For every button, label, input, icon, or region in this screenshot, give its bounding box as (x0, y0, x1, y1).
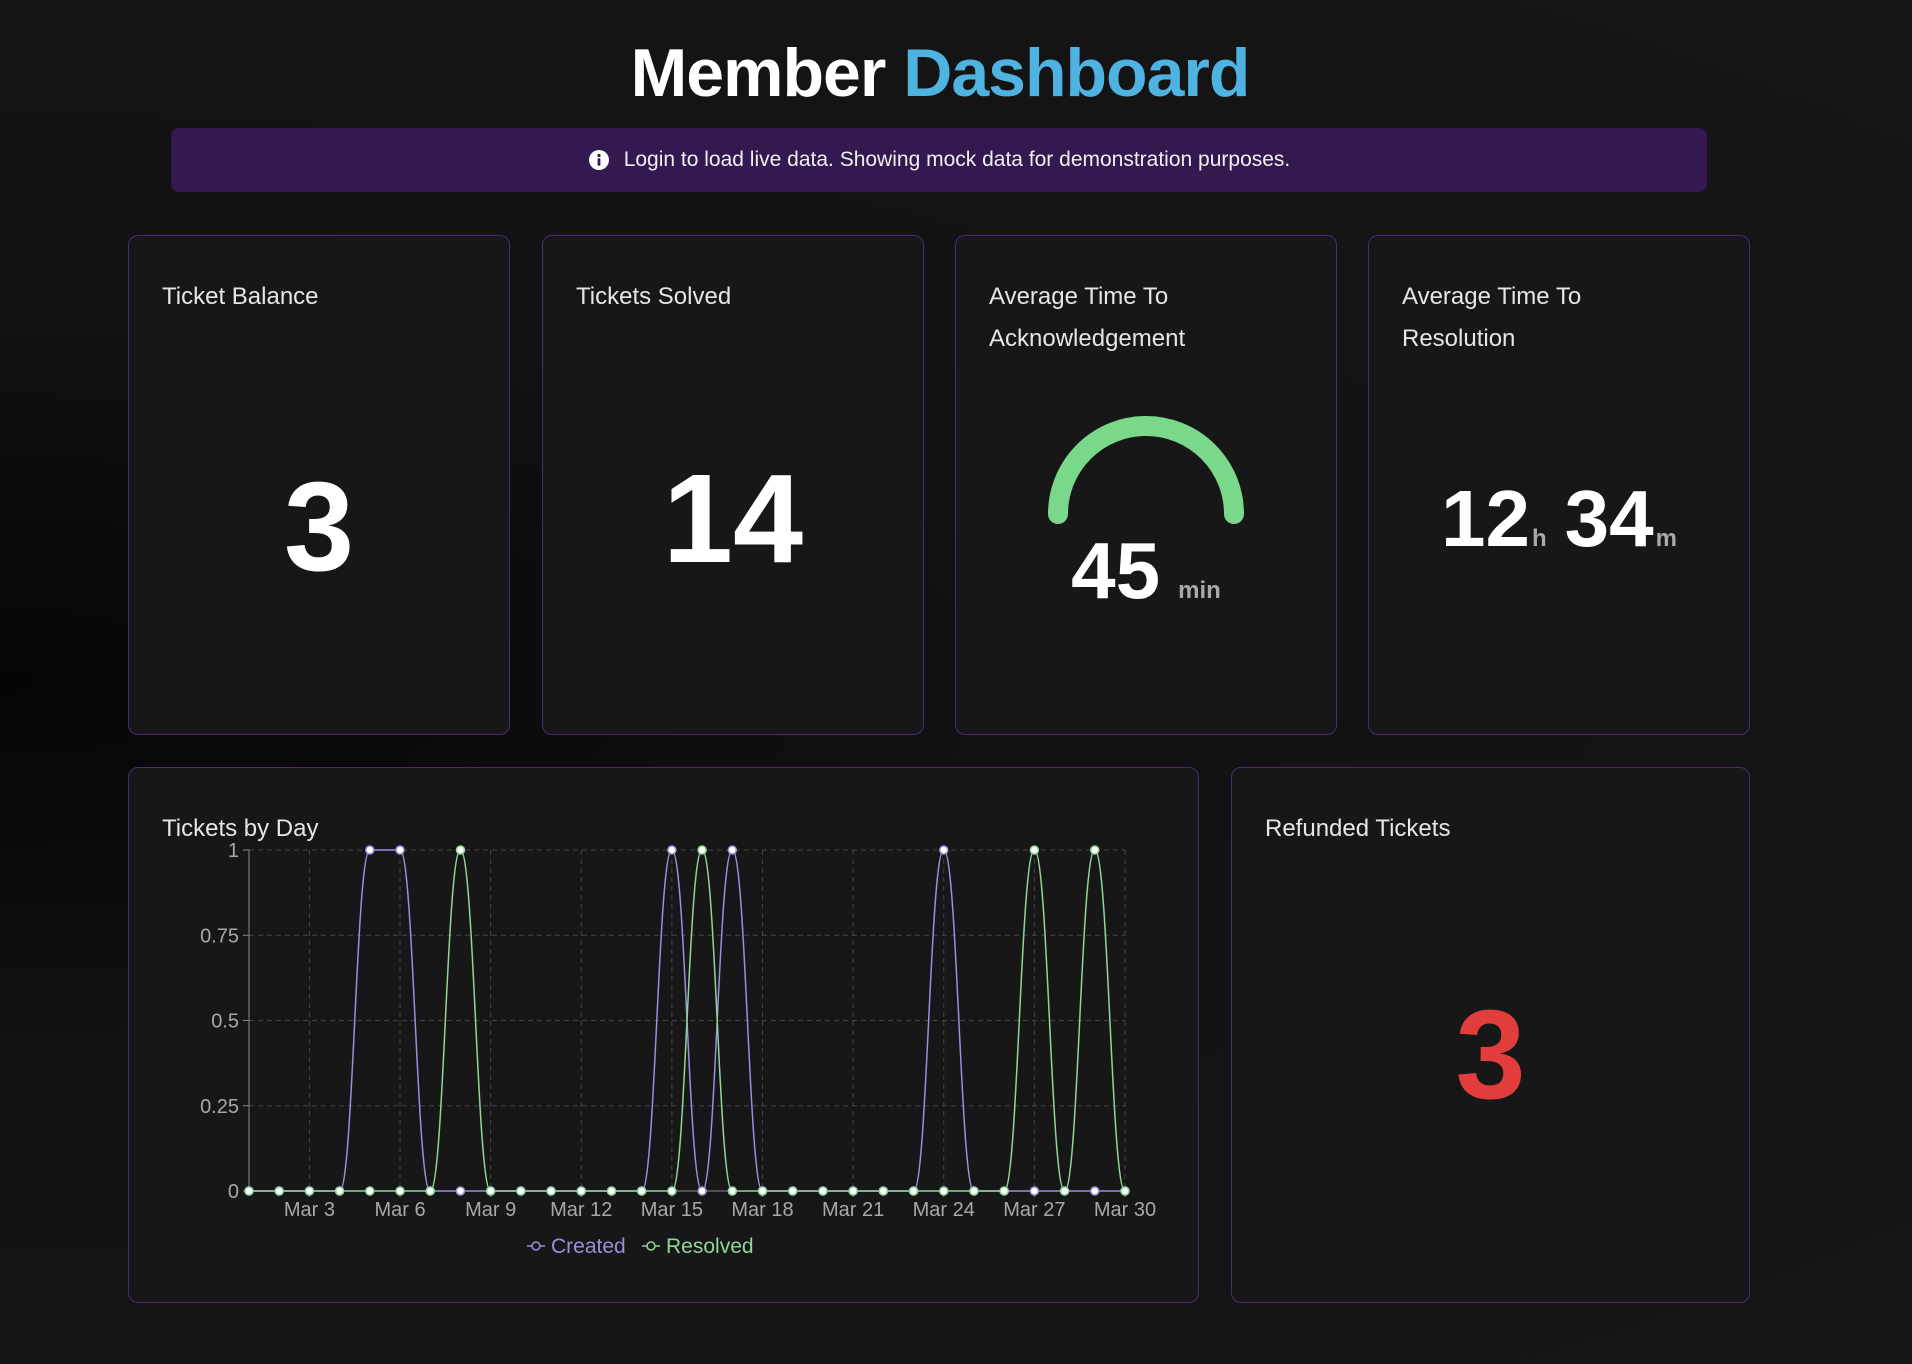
refunded-tickets-card: Refunded Tickets 3 (1231, 767, 1750, 1303)
resolution-minutes: 34 (1564, 474, 1654, 563)
data-point-created (939, 845, 949, 855)
card-title: Tickets Solved (576, 283, 732, 310)
data-point-resolved (727, 1186, 738, 1196)
x-tick-label: Mar 12 (550, 1199, 612, 1221)
avg-ack-card: Average Time To Acknowledgement 45 min (955, 235, 1337, 735)
y-tick-label: 1 (228, 840, 239, 862)
y-tick-label: 0 (228, 1181, 239, 1203)
series-line-created (249, 849, 1125, 1192)
x-tick-label: Mar 24 (913, 1199, 975, 1221)
resolution-value-row: 12h 34m (1369, 474, 1749, 584)
data-point-resolved (334, 1186, 345, 1196)
data-point-resolved (999, 1186, 1009, 1196)
data-point-created (697, 1186, 707, 1196)
legend-label: Resolved (666, 1235, 754, 1258)
legend-swatch-marker (531, 1241, 541, 1251)
x-tick-label: Mar 15 (641, 1199, 703, 1221)
data-point-resolved (939, 1186, 949, 1196)
data-point-resolved (516, 1186, 526, 1196)
data-point-resolved (757, 1186, 768, 1196)
card-title: Refunded Tickets (1265, 815, 1451, 842)
x-tick-label: Mar 18 (731, 1199, 793, 1221)
card-title-line2: Resolution (1402, 325, 1516, 352)
ack-value: 45 (1071, 526, 1161, 615)
resolution-hours-unit: h (1531, 525, 1547, 552)
card-title-line1: Average Time To (989, 283, 1169, 310)
data-point-created (1090, 1186, 1100, 1196)
x-tick-label: Mar 9 (465, 1199, 516, 1221)
data-point-created (667, 845, 677, 855)
tickets-by-day-card: Tickets by Day 0 0.25 0.5 0.75 1 Mar 3 Mar 6 Ma… (128, 767, 1199, 1303)
demo-data-banner: Login to load live data. Showing mock da… (171, 128, 1707, 192)
x-tick-label: Mar 3 (284, 1199, 335, 1221)
y-tick-label: 0.5 (211, 1011, 239, 1033)
title-main: Member (630, 35, 887, 111)
data-point-resolved (455, 845, 466, 855)
tickets-solved-value: 14 (662, 448, 804, 589)
data-point-created (395, 845, 405, 855)
data-point-resolved (969, 1186, 979, 1196)
resolution-minutes-unit: m (1655, 525, 1677, 552)
x-tick-label: Mar 30 (1094, 1199, 1156, 1221)
data-point-resolved (606, 1186, 617, 1196)
gauge-arc (1048, 416, 1244, 524)
data-point-resolved (908, 1186, 919, 1196)
page-title: Member Dashboard (0, 34, 1880, 112)
ack-unit: min (1178, 577, 1221, 604)
ticket-balance-card: Ticket Balance 3 (128, 235, 510, 735)
data-point-resolved (1029, 845, 1040, 855)
legend-swatch-marker (646, 1241, 656, 1251)
x-tick-label: Mar 21 (822, 1199, 884, 1221)
x-tick-label: Mar 6 (374, 1199, 425, 1221)
data-point-resolved (576, 1186, 587, 1196)
data-point-resolved (395, 1186, 405, 1196)
tickets-solved-card: Tickets Solved 14 (542, 235, 924, 735)
legend-label: Created (551, 1235, 626, 1258)
title-accent: Dashboard (903, 35, 1250, 111)
data-point-created (365, 845, 375, 855)
card-title: Ticket Balance (162, 283, 319, 310)
data-point-resolved (848, 1186, 858, 1196)
data-point-created (1029, 1186, 1040, 1196)
y-tick-label: 0.25 (200, 1096, 239, 1118)
data-point-resolved (1059, 1186, 1070, 1196)
data-point-resolved (304, 1186, 315, 1196)
refunded-value: 3 (1455, 984, 1526, 1125)
data-point-resolved (244, 1186, 254, 1196)
ack-gauge (1048, 416, 1244, 524)
card-title: Average Time To Acknowledgement (989, 276, 1185, 360)
avg-resolution-card: Average Time To Resolution 12h 34m (1368, 235, 1750, 735)
card-title-line2: Acknowledgement (989, 325, 1186, 352)
info-icon (588, 149, 610, 171)
data-point-created (455, 1186, 466, 1196)
data-point-resolved (878, 1186, 889, 1196)
data-point-resolved (787, 1186, 798, 1196)
data-point-resolved (1120, 1186, 1130, 1196)
series-line-resolved (249, 849, 1126, 1192)
data-point-resolved (425, 1186, 435, 1196)
ack-value-row: 45 min (956, 526, 1336, 636)
banner-text: Login to load live data. Showing mock da… (623, 148, 1291, 171)
data-point-resolved (546, 1186, 556, 1196)
data-point-resolved (818, 1186, 828, 1196)
data-point-resolved (1090, 845, 1100, 855)
data-point-resolved (636, 1186, 647, 1196)
data-point-resolved (485, 1186, 496, 1196)
y-tick-label: 0.75 (200, 925, 239, 947)
data-point-created (727, 845, 738, 855)
tickets-by-day-chart: 0 0.25 0.5 0.75 1 Mar 3 Mar 6 Mar 9 Mar 12 Mar 15… (200, 840, 1156, 1258)
data-point-resolved (667, 1186, 677, 1196)
ticket-balance-value: 3 (283, 456, 355, 597)
x-tick-label: Mar 27 (1003, 1199, 1065, 1221)
card-title: Average Time To Resolution (1402, 276, 1581, 360)
card-title-line1: Average Time To (1402, 283, 1582, 310)
data-point-resolved (365, 1186, 375, 1196)
card-title: Tickets by Day (162, 815, 319, 842)
data-point-resolved (274, 1186, 284, 1196)
data-point-resolved (697, 845, 707, 855)
resolution-hours: 12 (1441, 474, 1530, 563)
